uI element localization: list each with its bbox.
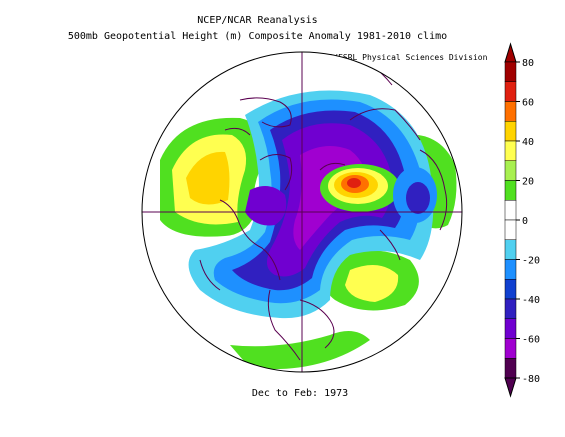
colorbar-tick-label: 60: [522, 98, 534, 109]
colorbar-tick-label: -20: [522, 256, 540, 267]
east-asia-negative-core: [406, 182, 430, 214]
colorbar-segment: [504, 121, 517, 142]
graticule: [142, 52, 462, 372]
colorbar-tick-label: -80: [522, 374, 540, 385]
colorbar-tick-label: -60: [522, 335, 540, 346]
chart-subtitle: 500mb Geopotential Height (m) Composite …: [67, 31, 448, 42]
period-label: Dec to Feb: 1973: [251, 388, 349, 399]
colorbar-tick-label: 80: [522, 58, 534, 69]
colorbar-tick-label: 0: [522, 216, 528, 227]
colorbar-segment: [504, 259, 517, 280]
colorbar-segment: [504, 81, 517, 102]
colorbar-segment: [504, 160, 517, 181]
colorbar-segment: [504, 318, 517, 339]
colorbar-segment: [504, 338, 517, 359]
colorbar-segment: [504, 298, 517, 319]
credit-label: NOAA/ESRL Physical Sciences Division: [314, 53, 488, 62]
colorbar-tick-label: -40: [522, 295, 540, 306]
colorbar-segment: [504, 140, 517, 161]
colorbar-bottom-arrow: [504, 377, 517, 398]
colorbar-tick-label: 20: [522, 177, 534, 188]
colorbar-segment: [504, 200, 517, 221]
polar-map: [142, 52, 462, 372]
positive-anomaly-high: [186, 151, 230, 205]
colorbar-segment: [504, 239, 517, 260]
colorbar-segment: [504, 101, 517, 122]
colorbar-tick-label: 40: [522, 137, 534, 148]
colorbar-segment: [504, 180, 517, 201]
siberia-positive-anomaly: [320, 164, 400, 212]
colorbar-segment: [504, 279, 517, 300]
colorbar-top-arrow: [504, 42, 517, 63]
colorbar-segment: [504, 358, 517, 379]
colorbar-segment: [504, 219, 517, 240]
chart-title: NCEP/NCAR Reanalysis: [197, 15, 318, 26]
coastlines: [199, 59, 448, 361]
colorbar: 80 60 40 20 0 -20 -40 -60 -80: [504, 42, 540, 398]
colorbar-segment: [504, 61, 517, 82]
map-border: [141, 51, 463, 373]
